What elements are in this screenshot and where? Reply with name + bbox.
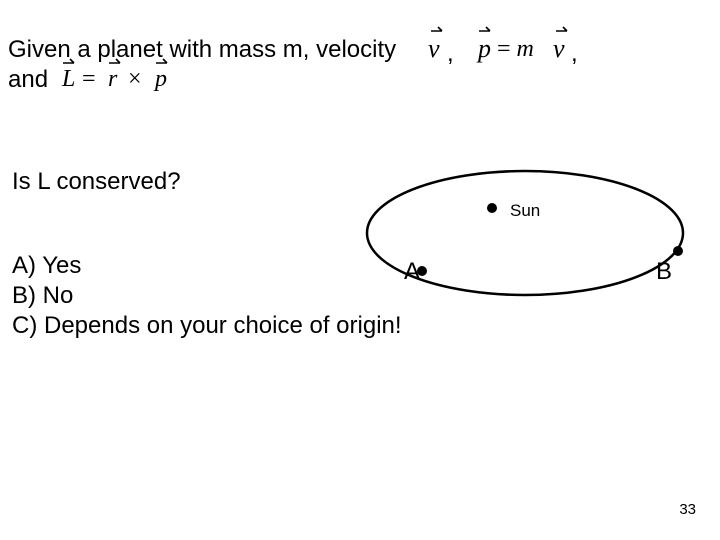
label-b: B (656, 258, 672, 286)
equals-1: = (497, 36, 511, 62)
symbol-v: v (428, 34, 440, 64)
symbol-m: m (517, 36, 534, 62)
sun-dot (487, 203, 497, 213)
symbol-r: r (108, 66, 117, 93)
option-a: A) Yes (12, 252, 81, 280)
option-c: C) Depends on your choice of origin! (12, 312, 402, 340)
comma-2: , (571, 40, 578, 68)
prompt-line2: and (8, 66, 48, 94)
slide: { "text": { "line1": "Given a planet wit… (0, 0, 720, 540)
symbol-L: L (62, 66, 75, 93)
symbol-p: p (478, 34, 491, 64)
point-b-dot (673, 246, 683, 256)
comma-1: , (447, 40, 454, 68)
equals-2: = (82, 66, 96, 93)
sun-label: Sun (510, 201, 540, 221)
symbol-v2: v (553, 34, 565, 64)
page-number: 33 (679, 501, 696, 518)
orbit-diagram (360, 151, 690, 316)
eq-pmv: = m (497, 36, 534, 63)
question-text: Is L conserved? (12, 168, 181, 196)
symbol-p2: p (155, 66, 167, 93)
cross-symbol: × (128, 66, 142, 93)
label-a: A (404, 258, 420, 286)
option-b: B) No (12, 282, 73, 310)
